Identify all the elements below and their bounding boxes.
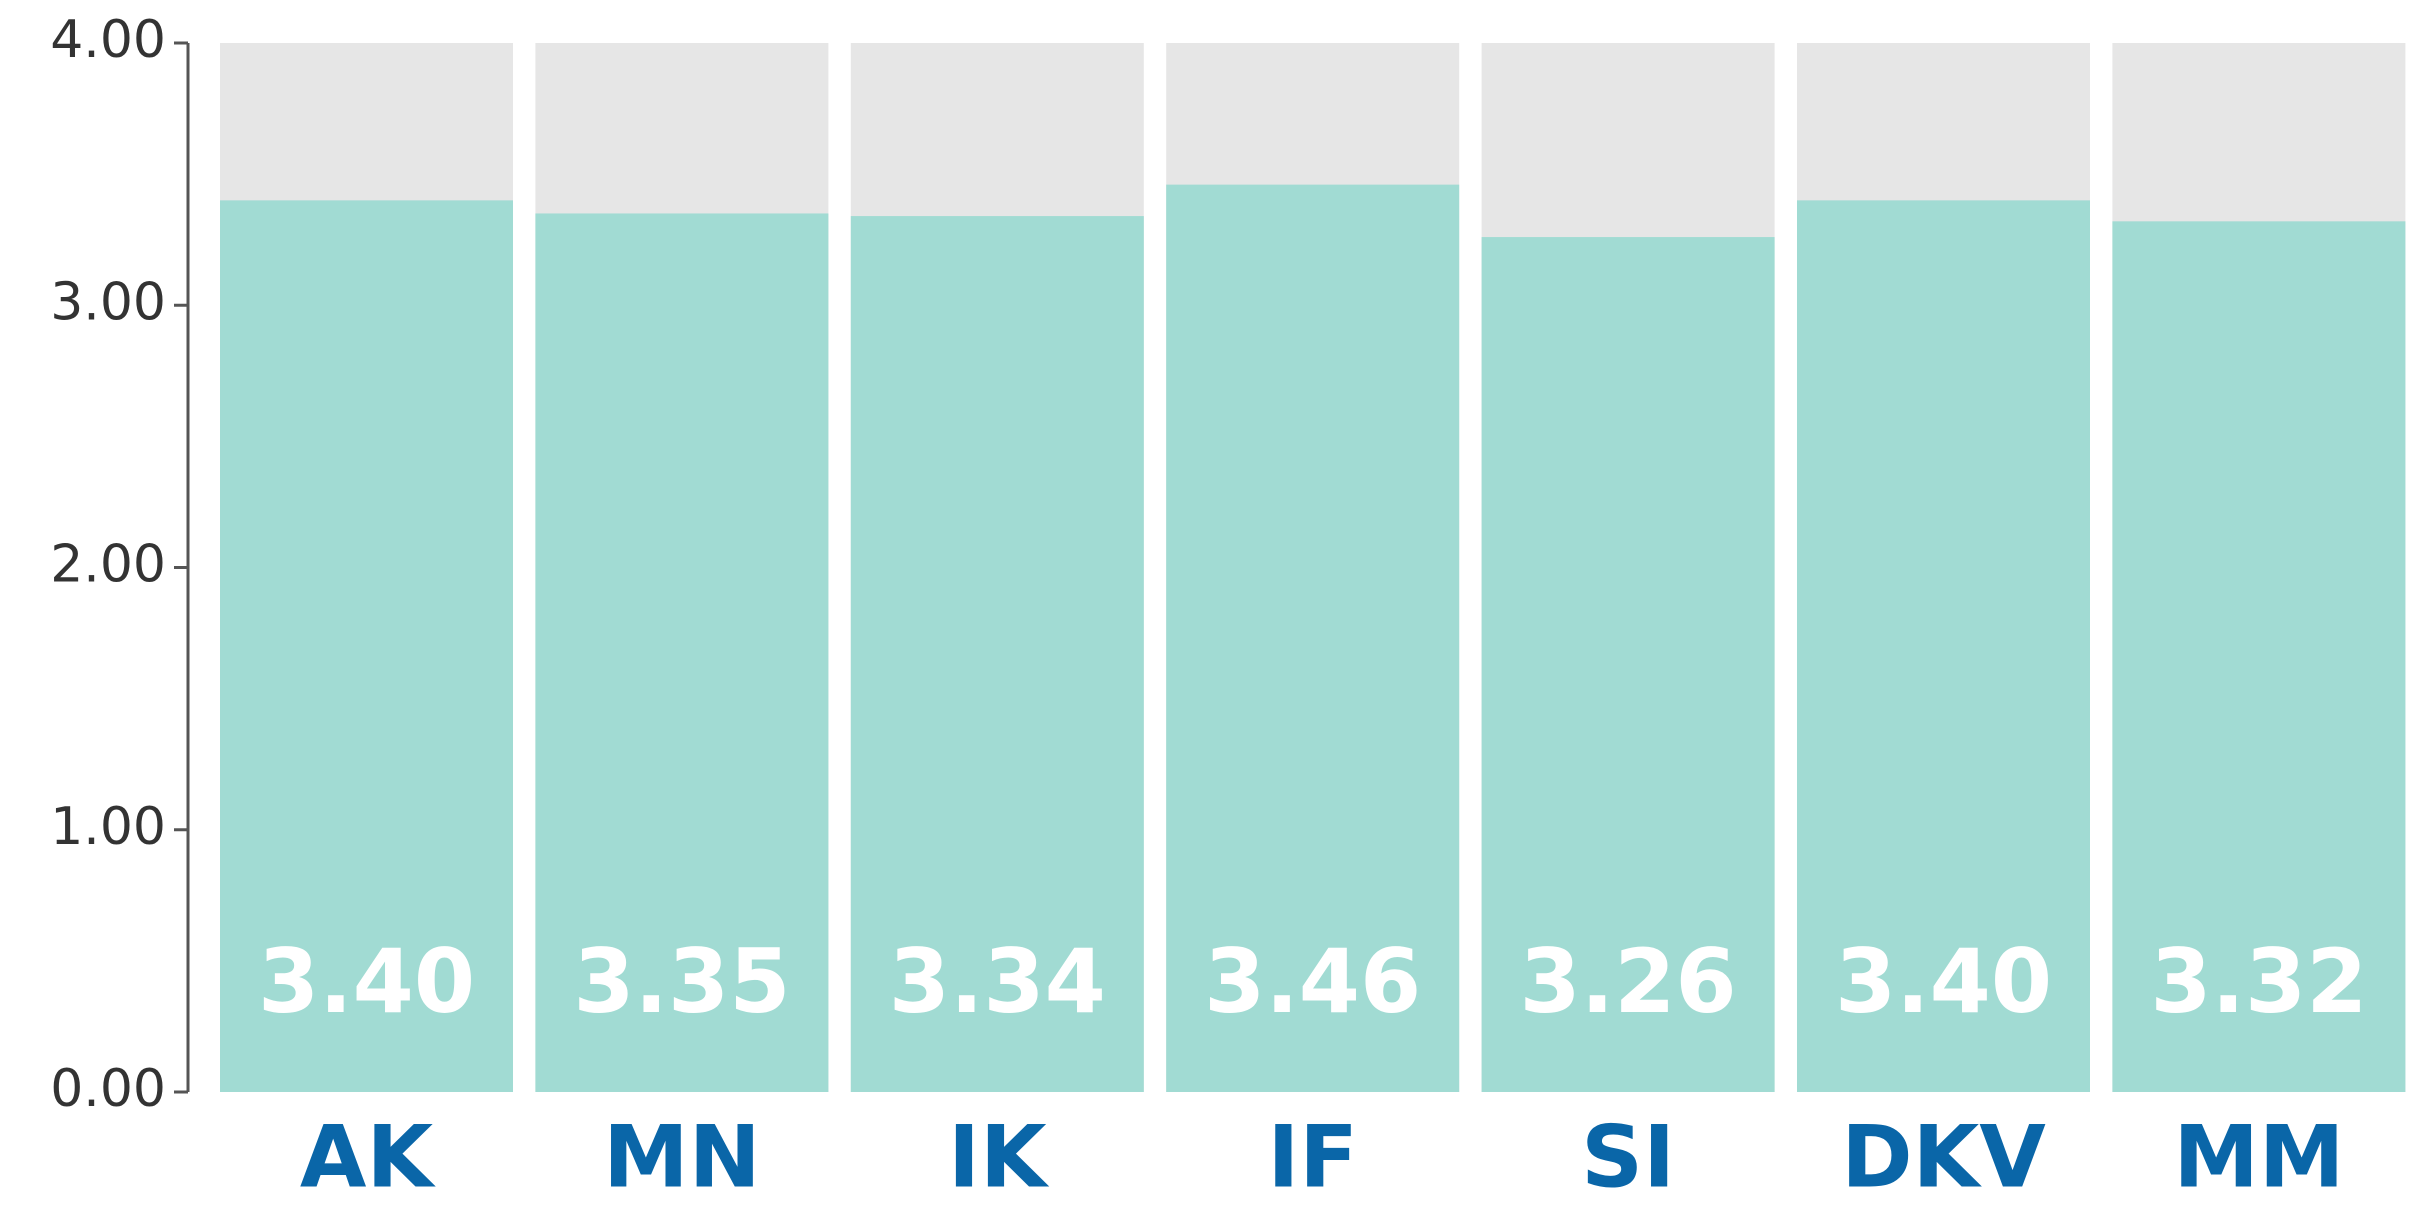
bar (1797, 200, 2090, 1093)
value-label: 3.34 (889, 930, 1106, 1033)
value-label: 3.40 (258, 930, 475, 1033)
value-label: 3.46 (1204, 930, 1421, 1033)
bar (535, 213, 829, 1092)
value-label: 3.40 (1835, 930, 2052, 1033)
bar (220, 200, 513, 1093)
x-tick-label: DKV (1841, 1107, 2046, 1207)
y-tick-label: 1.00 (50, 797, 166, 857)
y-tick-label: 0.00 (50, 1059, 166, 1119)
x-tick-label: MN (603, 1107, 761, 1207)
y-tick-label: 2.00 (50, 535, 166, 595)
x-tick-label: AK (300, 1107, 437, 1207)
bar (1481, 237, 1775, 1092)
x-tick-label: IF (1267, 1107, 1358, 1207)
value-label: 3.26 (1520, 930, 1737, 1033)
y-tick-label: 4.00 (50, 10, 166, 70)
x-tick-label: IK (948, 1107, 1050, 1207)
bar (1166, 184, 1460, 1093)
x-tick-label: MM (2173, 1107, 2344, 1207)
y-tick-label: 3.00 (50, 272, 166, 332)
value-label: 3.35 (573, 930, 790, 1033)
bar (850, 216, 1144, 1092)
bar (2112, 221, 2406, 1092)
value-label: 3.32 (2150, 930, 2367, 1033)
x-tick-label: SI (1581, 1107, 1675, 1207)
